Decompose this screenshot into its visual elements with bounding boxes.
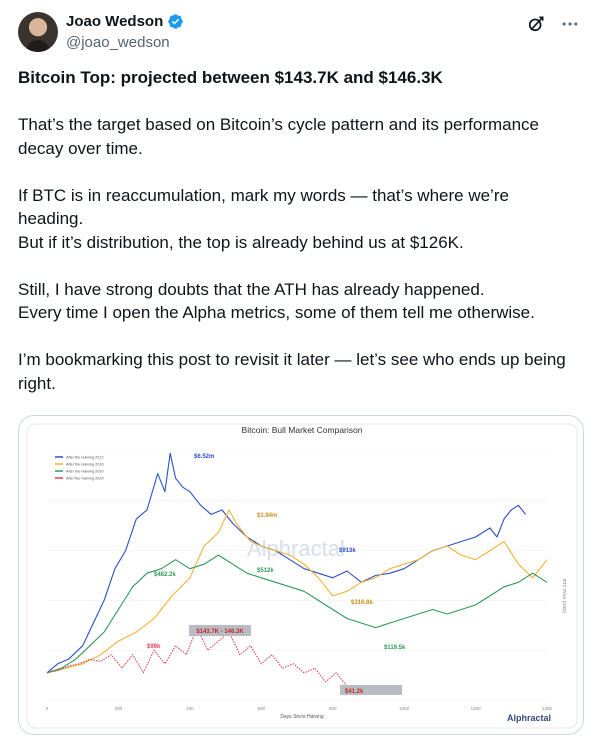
x-tick-label: 1000 (399, 706, 410, 711)
tweet-line: decay over time. (18, 138, 143, 158)
chart-title: Bitcoin: Bull Market Comparison (242, 425, 363, 435)
avatar[interactable] (18, 12, 58, 52)
series-line-2 (46, 509, 548, 674)
author-name-row: Joao Wedson (66, 13, 184, 30)
tweet-header: Joao Wedson @joao_wedson (18, 10, 584, 56)
chart-brand: Alphractal (507, 713, 551, 723)
bull-market-chart: Bitcoin: Bull Market Comparison Alphract… (26, 423, 578, 729)
chart-annotation: $99k (147, 644, 161, 650)
tweet-headline: Bitcoin Top: projected between $143.7K a… (18, 68, 443, 87)
series-line-4 (46, 627, 358, 692)
author-display-name[interactable]: Joao Wedson (66, 13, 164, 30)
target-range-box (189, 625, 251, 636)
tweet-media-chart[interactable]: Bitcoin: Bull Market Comparison Alphract… (18, 415, 584, 735)
tweet-line: If BTC is in reaccumulation, mark my wor… (18, 185, 509, 205)
verified-badge-icon (168, 14, 184, 29)
tweet-line: heading. (18, 209, 84, 228)
legend-label: After the Halving 2016 (66, 463, 104, 467)
x-tick-label: 200 (115, 706, 123, 711)
chart-annotation: $913k (339, 548, 356, 554)
series-line-3 (46, 554, 548, 674)
legend-label: After the Halving 2012 (66, 456, 104, 460)
tweet-line: I’m bookmarking this post to revisit it … (18, 350, 566, 369)
chart-annotation: $143.7K - 146.3K (196, 629, 244, 635)
more-options-icon[interactable] (560, 14, 580, 34)
tweet-line: right. (18, 373, 56, 393)
chart-y-label: BTC Price (USD) (562, 579, 567, 614)
chart-annotation: $512k (257, 568, 274, 574)
header-actions (526, 14, 580, 34)
chart-annotation: $482.2k (154, 572, 176, 578)
x-tick-label: 400 (186, 706, 194, 711)
chart-annotation: $6.52m (194, 454, 214, 460)
legend-label: After the Halving 2020 (66, 470, 104, 474)
x-tick-label: 1400 (542, 706, 553, 711)
low-box (340, 685, 402, 695)
chart-annotation: $1.94m (257, 513, 277, 519)
chart-annotation: $316.8k (351, 600, 373, 606)
chart-annotation: $41.2k (345, 689, 364, 695)
chart-x-label: Days Since Halving (280, 714, 324, 720)
grok-icon[interactable] (526, 14, 546, 34)
author-handle[interactable]: @joao_wedson (66, 34, 170, 51)
chart-annotation: $119.5k (384, 645, 406, 651)
tweet-line: But if it’s distribution, the top is alr… (18, 232, 464, 252)
x-tick-label: 0 (46, 706, 49, 711)
tweet-line: Still, I have strong doubts that the ATH… (18, 279, 485, 299)
x-tick-label: 1200 (471, 706, 482, 711)
x-tick-label: 600 (258, 706, 266, 711)
chart-watermark: Alphractal (247, 536, 345, 561)
tweet-line: That’s the target based on Bitcoin’s cyc… (18, 115, 539, 134)
x-tick-label: 800 (329, 706, 337, 711)
tweet-text: Bitcoin Top: projected between $143.7K a… (18, 66, 584, 395)
tweet-line: Every time I open the Alpha metrics, som… (18, 303, 535, 322)
legend-label: After the Halving 2024 (66, 477, 104, 481)
